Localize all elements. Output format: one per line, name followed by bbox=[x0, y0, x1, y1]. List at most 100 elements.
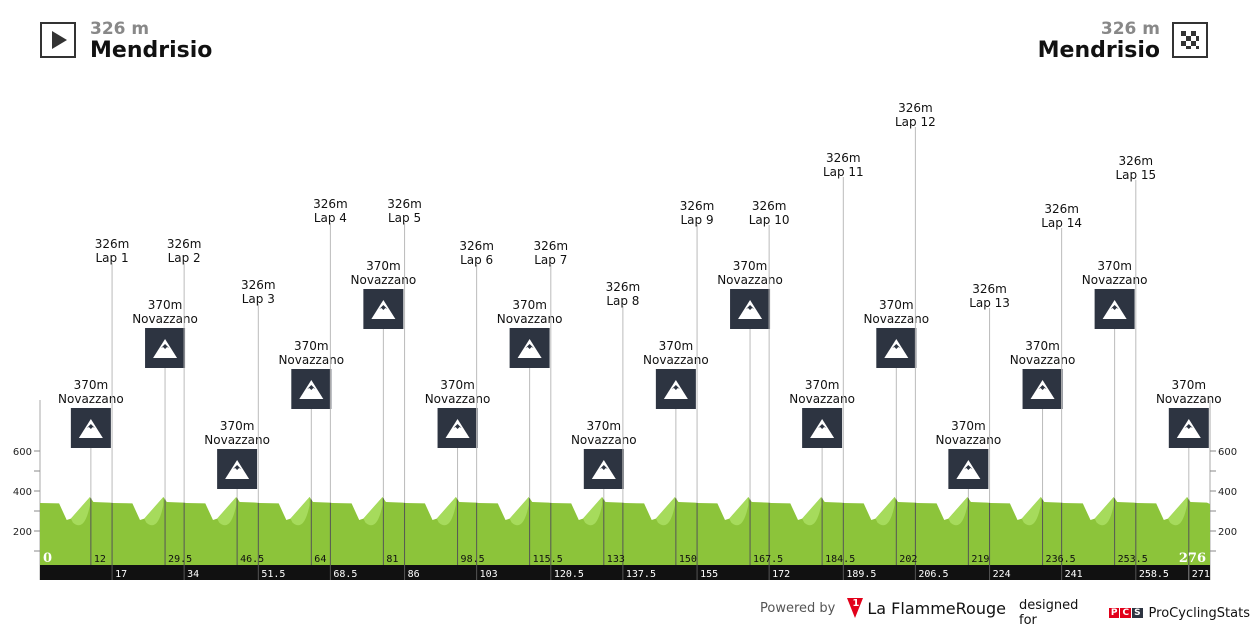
lap-name: Lap 3 bbox=[242, 292, 275, 306]
climb-name: Novazzano bbox=[717, 273, 783, 287]
mountain-snow bbox=[818, 424, 827, 429]
y-tick-label: 200 bbox=[13, 527, 32, 538]
km-label-top: 219 bbox=[971, 554, 989, 565]
mountain-snow bbox=[671, 385, 680, 390]
km-label-bottom: 17 bbox=[115, 569, 127, 580]
climb-altitude: 370m bbox=[1172, 378, 1207, 392]
lap-name: Lap 14 bbox=[1041, 216, 1082, 230]
climb-name: Novazzano bbox=[58, 392, 124, 406]
mountain-snow bbox=[1184, 424, 1193, 429]
designed-for-label: designed for bbox=[1019, 598, 1079, 628]
checkered-flag-icon bbox=[1172, 22, 1208, 58]
powered-by-label: Powered by bbox=[760, 600, 836, 616]
mountain-snow bbox=[746, 305, 755, 310]
y-tick-label: 600 bbox=[13, 447, 32, 458]
climb-altitude: 370m bbox=[74, 378, 109, 392]
y-tick-label: 200 bbox=[1218, 527, 1237, 538]
lap-name: Lap 2 bbox=[168, 251, 201, 265]
lap-altitude: 326m bbox=[898, 101, 933, 115]
km-label-top: 64 bbox=[314, 554, 326, 565]
km-label-bottom: 51.5 bbox=[261, 569, 285, 580]
climb-segment bbox=[1021, 497, 1041, 526]
mountain-snow bbox=[161, 344, 170, 349]
climb-name: Novazzano bbox=[1010, 353, 1076, 367]
lap-altitude: 326m bbox=[1044, 202, 1079, 216]
climb-name: Novazzano bbox=[789, 392, 855, 406]
lap-altitude: 326m bbox=[387, 197, 422, 211]
lap-name: Lap 10 bbox=[749, 213, 790, 227]
lap-altitude: 326m bbox=[167, 237, 202, 251]
climb-segment bbox=[729, 497, 749, 526]
km-label-top: 133 bbox=[607, 554, 625, 565]
mountain-snow bbox=[307, 385, 316, 390]
km-label-top: 12 bbox=[94, 554, 106, 565]
climb-name: Novazzano bbox=[204, 433, 270, 447]
mountain-snow bbox=[379, 305, 388, 310]
km-label-bottom: 206.5 bbox=[918, 569, 948, 580]
km-label-bottom: 155 bbox=[700, 569, 718, 580]
lap-name: Lap 7 bbox=[534, 253, 567, 267]
climb-altitude: 370m bbox=[148, 298, 183, 312]
mountain-snow bbox=[453, 424, 462, 429]
climb-name: Novazzano bbox=[497, 312, 563, 326]
climb-name: Novazzano bbox=[132, 312, 198, 326]
mountain-snow bbox=[525, 344, 534, 349]
climb-name: Novazzano bbox=[351, 273, 417, 287]
lap-altitude: 326m bbox=[972, 282, 1007, 296]
km-label-bottom: 241 bbox=[1065, 569, 1083, 580]
start-info: 326 m Mendrisio bbox=[90, 20, 212, 64]
finish-altitude: 326 m bbox=[1100, 19, 1160, 39]
climb-altitude: 370m bbox=[587, 419, 622, 433]
climb-altitude: 370m bbox=[512, 298, 547, 312]
km-label-top: 46.5 bbox=[240, 554, 264, 565]
climb-name: Novazzano bbox=[425, 392, 491, 406]
km-label-top: 98.5 bbox=[461, 554, 485, 565]
climb-altitude: 370m bbox=[805, 378, 840, 392]
climb-altitude: 370m bbox=[294, 339, 329, 353]
lap-altitude: 326m bbox=[459, 239, 494, 253]
start-altitude: 326 m bbox=[90, 19, 150, 39]
climb-name: Novazzano bbox=[1156, 392, 1222, 406]
km-label-top: 202 bbox=[899, 554, 917, 565]
km-label-bottom: 120.5 bbox=[554, 569, 584, 580]
footer-designed: designed for P C S ProCyclingStats bbox=[1019, 598, 1250, 628]
climb-segment bbox=[1168, 497, 1188, 526]
climb-segment bbox=[217, 497, 237, 526]
mountain-snow bbox=[1038, 385, 1047, 390]
start-city: Mendrisio bbox=[90, 38, 213, 63]
lap-altitude: 326m bbox=[95, 237, 130, 251]
lap-altitude: 326m bbox=[680, 199, 715, 213]
km-label-top: 150 bbox=[679, 554, 697, 565]
lap-name: Lap 13 bbox=[969, 296, 1010, 310]
mountain-snow bbox=[233, 465, 242, 470]
y-tick-label: 600 bbox=[1218, 447, 1237, 458]
climb-altitude: 370m bbox=[366, 259, 401, 273]
climb-altitude: 370m bbox=[220, 419, 255, 433]
lap-altitude: 326m bbox=[752, 199, 787, 213]
climb-segment bbox=[802, 497, 822, 526]
climb-segment bbox=[875, 497, 895, 526]
mountain-snow bbox=[964, 465, 973, 470]
climb-altitude: 370m bbox=[440, 378, 475, 392]
climb-segment bbox=[144, 497, 164, 526]
y-tick-label: 400 bbox=[1218, 487, 1237, 498]
climb-segment bbox=[948, 497, 968, 526]
km-label-bottom: 86 bbox=[408, 569, 420, 580]
climb-altitude: 370m bbox=[659, 339, 694, 353]
climb-name: Novazzano bbox=[643, 353, 709, 367]
km-label-bottom: 224 bbox=[993, 569, 1011, 580]
km-label-top: 276 bbox=[1179, 551, 1206, 566]
climb-segment bbox=[363, 497, 383, 526]
lap-name: Lap 4 bbox=[314, 211, 347, 225]
lap-name: Lap 6 bbox=[460, 253, 493, 267]
flammerouge-logo: 1 La FlammeRouge bbox=[847, 598, 1006, 618]
km-label-bottom: 258.5 bbox=[1139, 569, 1169, 580]
pcs-logo: P C S bbox=[1108, 608, 1143, 618]
km-label-bottom: 34 bbox=[187, 569, 199, 580]
lap-altitude: 326m bbox=[534, 239, 569, 253]
km-label-bottom: 103 bbox=[480, 569, 498, 580]
km-label-top: 236.5 bbox=[1046, 554, 1076, 565]
km-label-top: 253.5 bbox=[1118, 554, 1148, 565]
km-label-bottom: 172 bbox=[772, 569, 790, 580]
climb-segment bbox=[290, 497, 310, 526]
